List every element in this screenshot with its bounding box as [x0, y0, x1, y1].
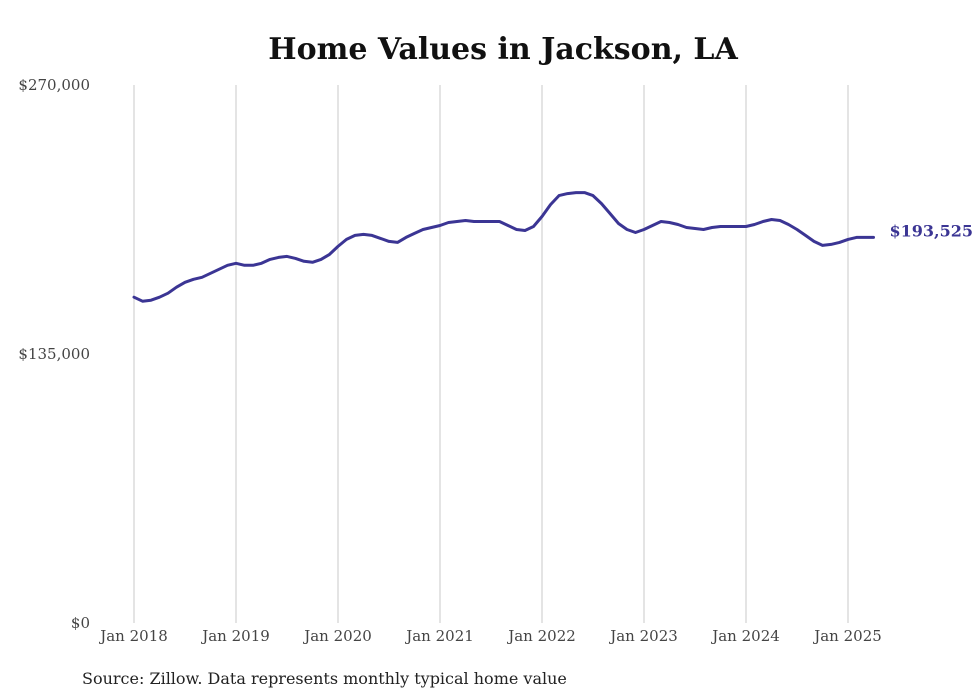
source-note: Source: Zillow. Data represents monthly … [82, 669, 567, 688]
chart-title: Home Values in Jackson, LA [268, 32, 738, 67]
y-axis-ticks: $0 $135,000 $270,000 [18, 76, 90, 632]
x-tick-label: Jan 2024 [710, 627, 780, 645]
x-tick-label: Jan 2021 [404, 627, 474, 645]
series-layer: $193,525 [132, 191, 974, 303]
y-tick-label: $270,000 [18, 76, 90, 94]
x-axis-ticks: Jan 2018 Jan 2019 Jan 2020 Jan 2021 Jan 2022… [98, 627, 882, 645]
x-tick-label: Jan 2019 [200, 627, 270, 645]
x-tick-label: Jan 2025 [812, 627, 882, 645]
vertical-gridlines [133, 85, 849, 623]
y-tick-label: $135,000 [18, 345, 90, 363]
x-tick-label: Jan 2018 [98, 627, 168, 645]
end-value-label: $193,525 [890, 221, 974, 240]
x-tick-label: Jan 2023 [608, 627, 678, 645]
x-tick-label: Jan 2020 [302, 627, 372, 645]
series-line-0 [132, 191, 875, 303]
x-tick-label: Jan 2022 [506, 627, 576, 645]
y-tick-label: $0 [71, 614, 90, 632]
